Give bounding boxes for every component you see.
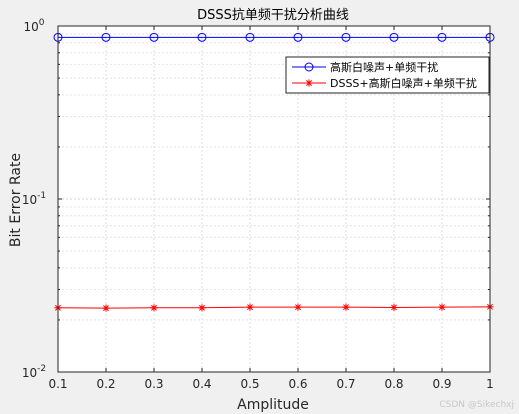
data-point (246, 303, 254, 311)
data-point (149, 32, 159, 42)
y-tick-base: 10 (22, 193, 37, 207)
x-tick-label: 1 (486, 377, 494, 391)
data-point (438, 303, 446, 311)
legend-marker (305, 79, 313, 87)
data-point (102, 304, 110, 312)
y-tick-label: 10-2 (22, 364, 46, 380)
y-tick-base: 10 (23, 20, 38, 34)
legend-item: DSSS+高斯白噪声+单频干扰 (292, 76, 477, 90)
x-tick-label: 0.2 (96, 377, 115, 391)
data-point (390, 303, 398, 312)
series-line (57, 306, 491, 309)
series-layer (53, 32, 495, 312)
x-tick-label: 0.7 (336, 377, 355, 391)
x-tick-label: 0.6 (288, 377, 307, 391)
x-tick-label: 0.5 (240, 377, 259, 391)
legend-label: 高斯白噪声+单频干扰 (330, 60, 438, 74)
x-tick-label: 0.4 (192, 377, 211, 391)
x-axis-label: Amplitude (237, 397, 309, 413)
data-point (293, 32, 303, 42)
x-tick-label: 0.1 (48, 377, 67, 391)
y-axis-label: Bit Error Rate (8, 153, 24, 247)
data-point (197, 32, 207, 42)
legend-label: DSSS+高斯白噪声+单频干扰 (330, 76, 477, 90)
y-tick-exponent: 0 (39, 18, 45, 28)
chart-title: DSSS抗单频干扰分析曲线 (197, 8, 349, 23)
y-tick-exponent: -2 (37, 364, 46, 374)
legend-box (285, 56, 490, 94)
data-point (150, 304, 158, 312)
y-tick-base: 10 (22, 366, 37, 380)
x-tick-label: 0.8 (384, 377, 403, 391)
data-point (101, 32, 111, 42)
y-tick-label: 10-1 (22, 191, 46, 207)
data-point (341, 32, 351, 42)
legend-marker (304, 62, 314, 72)
legend: 高斯白噪声+单频干扰 DSSS+高斯白噪声+单频干扰 (285, 56, 490, 94)
watermark: CSDN @Sikechxj (439, 400, 514, 410)
data-point (342, 303, 350, 311)
data-point (245, 32, 255, 42)
y-tick-exponent: -1 (37, 191, 46, 201)
y-tick-label: 100 (23, 18, 44, 34)
data-point (437, 32, 447, 42)
data-point (198, 304, 206, 312)
x-tick-label: 0.9 (432, 377, 451, 391)
data-point (389, 32, 399, 42)
legend-item: 高斯白噪声+单频干扰 (292, 60, 438, 74)
x-tick-label: 0.3 (144, 377, 163, 391)
data-point (294, 303, 302, 311)
